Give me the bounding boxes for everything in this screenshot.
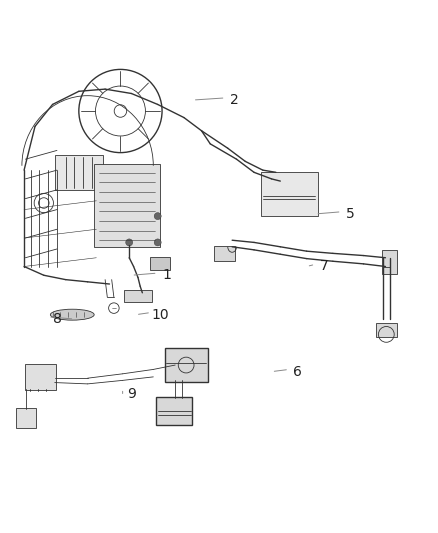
Text: 7: 7 <box>320 260 328 273</box>
FancyBboxPatch shape <box>382 251 397 274</box>
FancyBboxPatch shape <box>124 290 152 302</box>
Text: 2: 2 <box>230 93 239 107</box>
FancyBboxPatch shape <box>214 246 235 261</box>
Text: 10: 10 <box>151 308 169 322</box>
FancyBboxPatch shape <box>156 397 192 425</box>
Text: 1: 1 <box>162 268 171 282</box>
FancyBboxPatch shape <box>94 164 160 247</box>
Ellipse shape <box>50 309 94 320</box>
FancyBboxPatch shape <box>261 172 318 216</box>
Text: 5: 5 <box>346 207 355 221</box>
Text: 8: 8 <box>53 312 61 326</box>
FancyBboxPatch shape <box>16 408 36 427</box>
Text: 6: 6 <box>293 365 302 378</box>
FancyBboxPatch shape <box>376 322 397 337</box>
Circle shape <box>126 239 133 246</box>
FancyBboxPatch shape <box>25 364 56 391</box>
Text: 9: 9 <box>127 386 136 400</box>
FancyBboxPatch shape <box>55 155 103 190</box>
FancyBboxPatch shape <box>150 257 170 270</box>
Circle shape <box>154 213 161 220</box>
FancyBboxPatch shape <box>165 348 208 382</box>
Circle shape <box>154 239 161 246</box>
